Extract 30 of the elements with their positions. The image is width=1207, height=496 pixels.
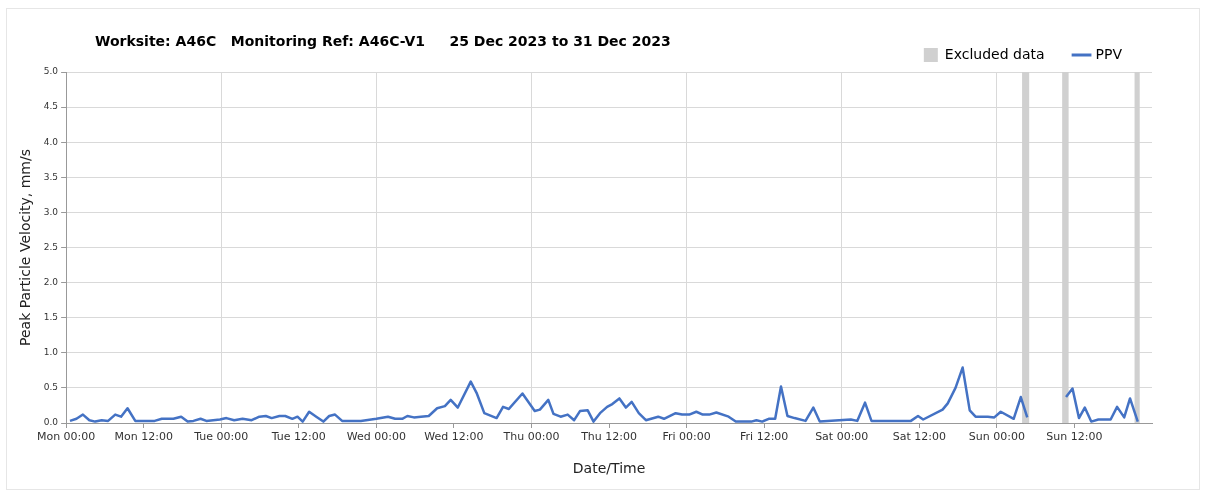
y-tick-label: 2.5 — [43, 241, 59, 252]
x-tick-label: Wed 00:00 — [346, 430, 406, 444]
chart-title: Worksite: A46C Monitoring Ref: A46C-V1 25 Dec 2023 to 31 Dec 2023 — [95, 32, 671, 49]
y-tick-label: 4.0 — [43, 136, 59, 147]
x-tick-label: Sun 12:00 — [1046, 430, 1103, 444]
x-tick-label: Fri 12:00 — [740, 430, 789, 444]
x-tick-label: Sat 00:00 — [815, 430, 869, 444]
y-tick-label: 0.0 — [43, 417, 59, 428]
y-tick-label: 1.0 — [43, 347, 59, 358]
x-tick-label: Tue 00:00 — [193, 430, 249, 444]
x-tick-label: Mon 12:00 — [114, 430, 173, 444]
y-tick-label: 0.5 — [43, 382, 59, 393]
x-tick-label: Thu 00:00 — [502, 430, 560, 444]
x-tick-label: Mon 00:00 — [36, 430, 96, 444]
x-tick-label: Tue 12:00 — [270, 430, 326, 444]
y-tick-label: 4.5 — [43, 101, 59, 112]
x-tick-label: Sat 12:00 — [892, 430, 946, 444]
legend-label: PPV — [1095, 45, 1123, 62]
x-tick-label: Fri 00:00 — [662, 430, 711, 444]
x-axis-title: Date/Time — [572, 460, 646, 477]
y-axis-title: Peak Particle Velocity, mm/s — [17, 149, 34, 346]
x-tick-label: Thu 12:00 — [580, 430, 637, 444]
y-tick-label: 3.0 — [43, 206, 59, 217]
x-tick-label: Wed 12:00 — [424, 430, 484, 444]
y-tick-label: 2.0 — [43, 276, 59, 287]
legend-label: Excluded data — [944, 45, 1045, 62]
x-tick-label: Sun 00:00 — [968, 430, 1025, 444]
y-tick-label: 3.5 — [43, 171, 59, 182]
y-tick-label: 1.5 — [43, 312, 59, 323]
y-tick-label: 5.0 — [43, 66, 59, 77]
